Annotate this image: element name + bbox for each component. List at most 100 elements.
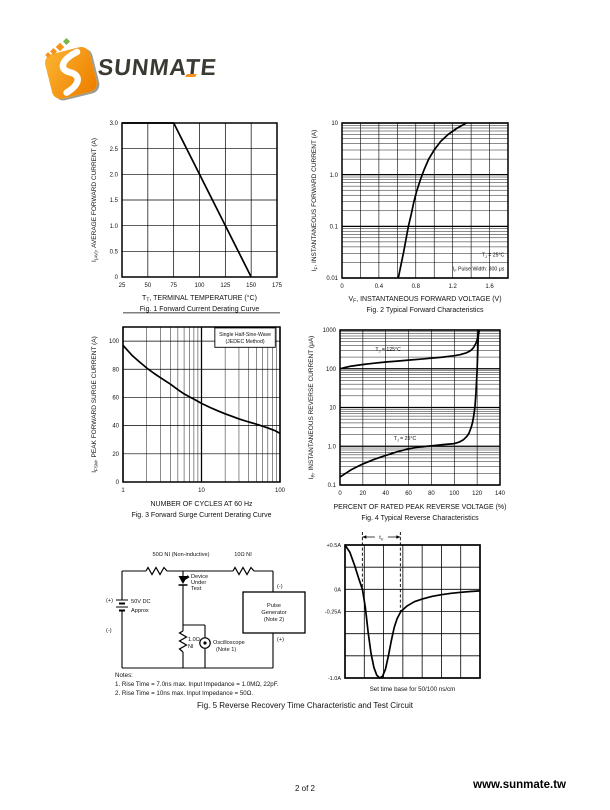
svg-text:0: 0 — [116, 480, 120, 486]
wave-plot: +0.5A 0A -0.25A -1.0A Set time base for 50/1… — [325, 532, 481, 693]
fig1-plot: 0 0.5 1.0 1.5 2.0 2.5 3.0 25 50 75 100 125 150 175 I(A… — [91, 121, 283, 313]
fig4-tick-labels: 0.1 1.0 10 100 1000 0 20 40 60 80 100 120 140 — [323, 328, 506, 497]
svg-text:1: 1 — [121, 488, 125, 494]
pulse-generator-label: Pulse — [267, 603, 281, 609]
svg-text:40: 40 — [382, 491, 389, 497]
svg-text:-1.0A: -1.0A — [328, 676, 341, 682]
fig1-y-axis-title: I(AV), AVERAGE FORWARD CURRENT (A) — [91, 138, 99, 262]
fig1-tick-labels: 0 0.5 1.0 1.5 2.0 2.5 3.0 25 50 75 100 125 150 175 — [110, 121, 283, 289]
svg-text:Test: Test — [191, 586, 202, 592]
svg-text:1000: 1000 — [323, 328, 337, 334]
circuit-wires — [121, 570, 274, 669]
svg-text:Approx: Approx — [131, 608, 149, 614]
svg-text:0A: 0A — [334, 587, 341, 593]
svg-text:(Note 2): (Note 2) — [264, 617, 284, 623]
fig4-plot: 0.1 1.0 10 100 1000 0 20 40 60 80 100 120 140 IR, INS… — [308, 328, 506, 522]
fig4-annotation-1: TJ = 25°C — [394, 436, 417, 443]
source-voltage-label: 50V DC — [131, 599, 151, 605]
fig4-reverse-characteristics-chart: 0.1 1.0 10 100 1000 0 20 40 60 80 100 120 140 IR, INS… — [303, 315, 525, 532]
svg-text:1.0: 1.0 — [330, 173, 339, 179]
fig3-surge-current-derating-chart: 0 20 40 60 80 100 1 10 100 IFSM, PEAK FORWARD SUR… — [85, 312, 305, 531]
svg-text:1.2: 1.2 — [448, 284, 457, 290]
dut-pointer-icon — [185, 575, 190, 580]
wave-series-irr — [344, 544, 481, 679]
svg-text:60: 60 — [405, 491, 412, 497]
fig2-tick-labels: 0.01 0.1 1.0 10 0 0.4 0.8 1.2 1.6 — [326, 121, 494, 290]
generator-minus-label: (-) — [277, 584, 283, 590]
fig1-caption: Fig. 1 Forward Current Derating Curve — [140, 306, 260, 313]
pulse-generator-box — [242, 591, 306, 634]
fig4-series-tj-25 — [339, 329, 480, 478]
svg-text:0.8: 0.8 — [412, 284, 421, 290]
fig4-grid — [339, 329, 501, 486]
svg-text:0.5: 0.5 — [110, 249, 119, 255]
fig3-y-axis-title: IFSM, PEAK FORWARD SURGE CURRENT (A) — [91, 336, 99, 473]
fig3-caption: Fig. 3 Forward Surge Current Derating Cu… — [131, 512, 271, 519]
source-plus-label: (+) — [106, 598, 113, 604]
svg-text:3.0: 3.0 — [110, 121, 119, 127]
svg-text:1.5: 1.5 — [110, 198, 119, 204]
svg-text:0: 0 — [338, 491, 342, 497]
resistor-50ohm — [145, 566, 168, 576]
svg-text:10: 10 — [198, 488, 205, 494]
svg-text:+0.5A: +0.5A — [326, 543, 341, 549]
svg-text:0: 0 — [115, 275, 119, 281]
svg-text:1.6: 1.6 — [485, 284, 494, 290]
fig4-annotation-0: TJ = 125°C — [375, 347, 401, 354]
fig4-caption: Fig. 4 Typical Reverse Characteristics — [361, 515, 479, 522]
fig2-caption: Fig. 2 Typical Forward Characteristics — [367, 307, 484, 314]
test-circuit-diagram: 50Ω NI (Non-inductive) 10Ω NI Device Und… — [106, 552, 306, 669]
notes-title: Notes: — [115, 672, 133, 679]
fig3-plot: 0 20 40 60 80 100 1 10 100 IFSM, PEAK FORWARD SUR… — [91, 312, 286, 519]
fig5-caption: Fig. 5 Reverse Recovery Time Characteris… — [197, 701, 413, 710]
fig2-forward-characteristics-chart: 0.01 0.1 1.0 10 0 0.4 0.8 1.2 1.6 IF, INSTANTANEO… — [305, 108, 525, 325]
fig2-y-axis-title: IF, INSTANTANEOUS FORWARD CURRENT (A) — [311, 130, 319, 272]
sunmate-wordmark: SUNMATE — [96, 54, 219, 80]
svg-text:Under: Under — [191, 580, 206, 586]
notes-block: Notes: 1. Rise Time = 7.0ns max. Input I… — [115, 671, 279, 698]
sparkle-icon — [62, 37, 71, 46]
oscilloscope-symbol — [199, 637, 211, 649]
svg-text:Single Half-Sine-Wave: Single Half-Sine-Wave — [219, 332, 271, 338]
resistor-10ohm-label: 10Ω NI — [234, 552, 252, 558]
resistor-1ohm — [178, 630, 188, 653]
fig1-forward-current-derating-chart: 0 0.5 1.0 1.5 2.0 2.5 3.0 25 50 75 100 125 150 175 I(A… — [85, 108, 305, 325]
svg-text:100: 100 — [109, 339, 120, 345]
svg-text:-0.25A: -0.25A — [325, 610, 342, 616]
svg-text:80: 80 — [428, 491, 435, 497]
svg-text:(Note 1): (Note 1) — [216, 647, 236, 653]
wave-x-axis-title: Set time base for 50/100 ns/cm — [370, 686, 456, 693]
svg-text:NI: NI — [188, 644, 194, 650]
fig1-x-axis-title: TT, TERMINAL TEMPERATURE (°C) — [142, 294, 257, 304]
fig4-y-axis-title: IR, INSTANTANEOUS REVERSE CURRENT (μA) — [308, 336, 316, 480]
svg-text:60: 60 — [112, 396, 119, 402]
svg-text:150: 150 — [246, 283, 257, 289]
svg-text:0: 0 — [340, 284, 344, 290]
svg-text:10: 10 — [329, 406, 336, 412]
fig3-legend-box — [214, 327, 276, 348]
note-2: 2. Rise Time = 10ns max. Input Impedance… — [115, 690, 254, 697]
svg-text:100: 100 — [326, 367, 337, 373]
svg-text:1.0: 1.0 — [328, 444, 337, 450]
resistor-10ohm — [232, 566, 255, 576]
svg-text:1.0: 1.0 — [110, 224, 119, 230]
sunmate-logo-icon — [43, 45, 99, 101]
svg-text:140: 140 — [495, 491, 506, 497]
svg-text:100: 100 — [275, 488, 286, 494]
wordmark-accent — [185, 74, 197, 78]
svg-text:(JEDEC Method): (JEDEC Method) — [225, 339, 264, 345]
fig2-x-axis-title: VF, INSTANTANEOUS FORWARD VOLTAGE (V) — [348, 296, 501, 305]
fig2-annotation-1: IF Pulse Width: 300 μs — [453, 266, 505, 273]
logo-s-swirl-icon — [59, 48, 81, 96]
svg-text:0.4: 0.4 — [375, 284, 384, 290]
trr-annotation: trr — [361, 532, 401, 612]
svg-text:0.01: 0.01 — [326, 276, 338, 282]
svg-text:0.1: 0.1 — [330, 224, 339, 230]
fig2-annotation-0: TJ = 25°C — [482, 253, 505, 260]
fig2-plot: 0.01 0.1 1.0 10 0 0.4 0.8 1.2 1.6 IF, INSTANTANEO… — [311, 121, 509, 314]
svg-text:25: 25 — [119, 283, 126, 289]
fig4-series-tj-125 — [339, 329, 481, 370]
sparkle-icon — [55, 42, 65, 52]
svg-text:2.0: 2.0 — [110, 172, 119, 178]
